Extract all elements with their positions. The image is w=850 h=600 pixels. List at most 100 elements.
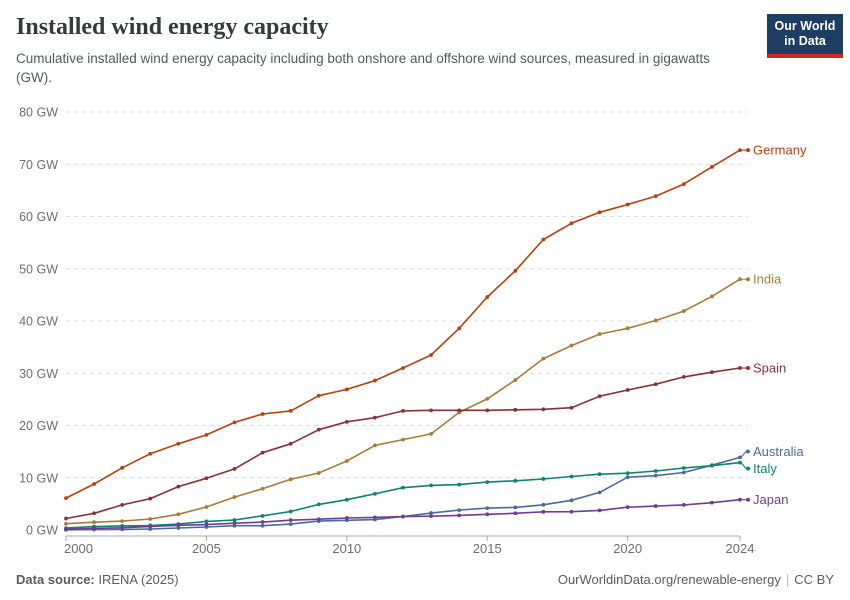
data-point-india-2008[interactable]	[288, 477, 293, 482]
data-point-australia-2024[interactable]	[738, 455, 742, 460]
data-point-germany-2002[interactable]	[120, 465, 125, 470]
data-point-india-2021[interactable]	[653, 318, 658, 323]
data-point-australia-2007[interactable]	[260, 523, 265, 528]
series-line-spain[interactable]	[65, 367, 741, 520]
data-point-germany-2007[interactable]	[260, 412, 265, 416]
data-point-japan-2004[interactable]	[176, 523, 181, 528]
data-point-india-2024[interactable]	[738, 277, 742, 282]
data-point-italy-2012[interactable]	[401, 485, 405, 490]
data-point-spain-2007[interactable]	[260, 450, 265, 455]
data-point-japan-2018[interactable]	[569, 509, 574, 514]
data-point-spain-2021[interactable]	[653, 382, 658, 387]
data-point-spain-2004[interactable]	[176, 484, 181, 489]
data-point-india-2023[interactable]	[710, 294, 714, 299]
data-point-japan-2011[interactable]	[373, 515, 377, 520]
data-point-india-2002[interactable]	[120, 519, 125, 524]
data-point-spain-2023[interactable]	[710, 370, 714, 375]
data-point-spain-2017[interactable]	[541, 407, 546, 412]
data-point-india-2019[interactable]	[597, 332, 602, 336]
data-point-india-2022[interactable]	[681, 309, 686, 313]
data-point-germany-2009[interactable]	[316, 393, 321, 398]
data-point-japan-2007[interactable]	[260, 520, 265, 524]
data-point-india-2012[interactable]	[401, 437, 405, 442]
data-point-australia-2019[interactable]	[597, 490, 602, 495]
data-point-germany-2020[interactable]	[625, 202, 630, 207]
data-point-germany-2008[interactable]	[288, 408, 293, 413]
series-line-germany[interactable]	[65, 149, 741, 499]
data-point-japan-2021[interactable]	[653, 504, 658, 508]
data-point-germany-2017[interactable]	[541, 237, 546, 242]
data-point-japan-2010[interactable]	[344, 516, 349, 520]
data-point-spain-2001[interactable]	[92, 511, 96, 516]
data-point-italy-2005[interactable]	[204, 519, 209, 524]
data-point-italy-2024[interactable]	[738, 460, 742, 465]
data-point-india-2015[interactable]	[485, 396, 490, 401]
data-point-italy-2023[interactable]	[710, 463, 714, 468]
data-point-india-2018[interactable]	[569, 343, 574, 348]
data-point-india-2006[interactable]	[232, 495, 237, 499]
owid-logo[interactable]: Our World in Data	[767, 14, 843, 58]
data-point-japan-2024[interactable]	[738, 497, 742, 502]
data-point-japan-2000[interactable]	[64, 527, 68, 532]
series-label-australia[interactable]: Australia	[753, 444, 804, 459]
data-point-india-2017[interactable]	[541, 356, 546, 361]
data-point-germany-2016[interactable]	[513, 268, 518, 273]
data-point-italy-2022[interactable]	[681, 466, 686, 470]
data-point-italy-2017[interactable]	[541, 477, 546, 481]
data-point-italy-2009[interactable]	[316, 502, 321, 507]
data-point-australia-2022[interactable]	[681, 470, 686, 475]
data-point-spain-2022[interactable]	[681, 375, 686, 379]
data-point-spain-2015[interactable]	[485, 408, 490, 413]
data-point-spain-2002[interactable]	[120, 503, 125, 507]
data-point-japan-2001[interactable]	[92, 526, 96, 531]
data-point-germany-2014[interactable]	[457, 326, 462, 331]
data-point-germany-2022[interactable]	[681, 182, 686, 187]
data-point-spain-2018[interactable]	[569, 405, 574, 410]
data-point-italy-2020[interactable]	[625, 471, 630, 476]
data-point-india-2016[interactable]	[513, 378, 518, 382]
data-point-spain-2000[interactable]	[64, 516, 68, 521]
series-line-australia[interactable]	[65, 456, 741, 531]
data-point-germany-2012[interactable]	[401, 366, 405, 370]
data-point-australia-2018[interactable]	[569, 498, 574, 503]
data-point-australia-2017[interactable]	[541, 502, 546, 507]
data-point-india-2007[interactable]	[260, 486, 265, 491]
data-point-india-2020[interactable]	[625, 326, 630, 331]
series-label-italy[interactable]: Italy	[753, 461, 777, 476]
data-point-japan-2019[interactable]	[597, 508, 602, 513]
data-point-australia-2015[interactable]	[485, 506, 490, 511]
data-point-spain-2008[interactable]	[288, 441, 293, 446]
data-point-germany-2005[interactable]	[204, 433, 209, 437]
data-point-india-2011[interactable]	[373, 443, 377, 448]
data-point-germany-2010[interactable]	[344, 387, 349, 392]
data-point-australia-2016[interactable]	[513, 505, 518, 510]
data-point-spain-2014[interactable]	[457, 408, 462, 413]
data-point-australia-2021[interactable]	[653, 473, 658, 478]
data-point-germany-2004[interactable]	[176, 441, 181, 446]
data-point-italy-2010[interactable]	[344, 497, 349, 502]
data-point-italy-2008[interactable]	[288, 509, 293, 514]
data-point-spain-2019[interactable]	[597, 394, 602, 399]
data-point-japan-2003[interactable]	[148, 524, 153, 529]
data-point-spain-2006[interactable]	[232, 466, 237, 471]
data-point-japan-2023[interactable]	[710, 500, 714, 505]
data-point-australia-2020[interactable]	[625, 475, 630, 480]
data-point-india-2010[interactable]	[344, 459, 349, 463]
series-label-india[interactable]: India	[753, 272, 782, 287]
data-point-germany-2018[interactable]	[569, 221, 574, 226]
data-point-italy-2019[interactable]	[597, 472, 602, 477]
data-point-germany-2006[interactable]	[232, 420, 237, 425]
data-point-spain-2013[interactable]	[429, 408, 433, 413]
data-point-italy-2021[interactable]	[653, 469, 658, 473]
data-point-italy-2011[interactable]	[373, 491, 377, 496]
data-point-spain-2020[interactable]	[625, 388, 630, 392]
data-point-germany-2003[interactable]	[148, 451, 153, 456]
data-point-japan-2008[interactable]	[288, 518, 293, 523]
data-point-italy-2013[interactable]	[429, 483, 433, 488]
data-point-spain-2012[interactable]	[401, 408, 405, 413]
data-point-japan-2014[interactable]	[457, 513, 462, 518]
chart-area[interactable]: 0 GW 10 GW 20 GW 30 GW 40 GW 50 GW 60 GW 70 GW 8…	[0, 90, 850, 570]
data-point-japan-2005[interactable]	[204, 522, 209, 527]
data-point-spain-2016[interactable]	[513, 407, 518, 412]
data-point-australia-2004[interactable]	[176, 526, 181, 530]
